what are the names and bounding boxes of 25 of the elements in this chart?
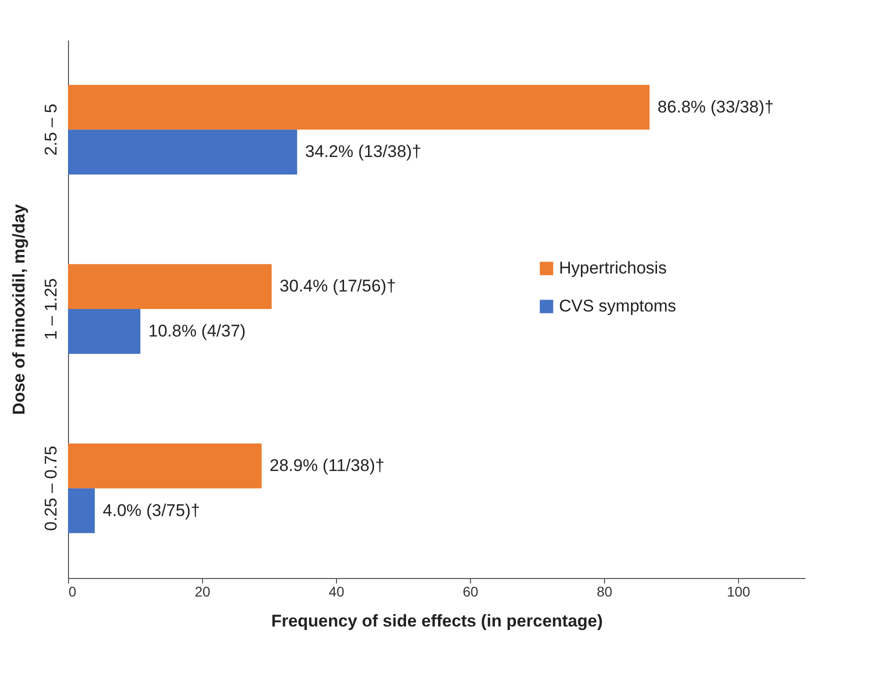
bar bbox=[68, 264, 272, 309]
legend-label: Hypertrichosis bbox=[559, 258, 667, 278]
y-tick-label: 2.5 – 5 bbox=[42, 104, 60, 156]
x-tick-label: 60 bbox=[462, 584, 478, 600]
bar bbox=[68, 130, 298, 174]
bar bbox=[68, 488, 95, 534]
data-label: 28.9% (11/38)† bbox=[270, 456, 385, 475]
data-label: 10.8% (4/37) bbox=[148, 321, 246, 340]
x-tick-label: 20 bbox=[194, 584, 210, 600]
x-tick-label: 100 bbox=[726, 584, 750, 600]
bar bbox=[68, 444, 262, 488]
x-tick-label: 80 bbox=[596, 584, 612, 600]
data-label: 86.8% (33/38)† bbox=[658, 97, 774, 116]
y-axis-title: Dose of minoxidil, mg/day bbox=[10, 204, 28, 415]
data-label: 30.4% (17/56)† bbox=[280, 276, 396, 296]
x-axis-title: Frequency of side effects (in percentage) bbox=[271, 612, 603, 630]
data-label: 34.2% (13/38)† bbox=[305, 142, 422, 162]
x-tick-label: 0 bbox=[68, 584, 76, 600]
legend-label: CVS symptoms bbox=[559, 296, 676, 316]
data-label: 4.0% (3/75)† bbox=[102, 500, 200, 520]
bar bbox=[68, 309, 140, 354]
y-tick-label: 0.25 – 0.75 bbox=[42, 446, 60, 531]
y-tick-label: 1 – 1.25 bbox=[42, 278, 60, 340]
x-tick-label: 40 bbox=[328, 584, 344, 600]
bar bbox=[68, 84, 650, 130]
